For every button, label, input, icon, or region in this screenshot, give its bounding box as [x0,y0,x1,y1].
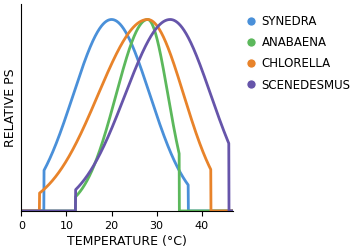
Y-axis label: RELATIVE PS: RELATIVE PS [4,68,17,147]
CHLORELLA [117,48,121,51]
ANABAENA [225,209,229,212]
ANABAENA [145,18,150,21]
SCENEDESMUS [231,209,235,212]
Line: ANABAENA: ANABAENA [21,19,233,211]
SYNEDRA [19,209,23,212]
SYNEDRA [109,18,114,21]
SCENEDESMUS [225,138,229,141]
CHLORELLA [30,209,34,212]
SCENEDESMUS [168,18,172,21]
SYNEDRA [117,21,121,24]
SCENEDESMUS [30,209,34,212]
SYNEDRA [225,209,229,212]
ANABAENA [186,209,190,212]
Line: SYNEDRA: SYNEDRA [21,19,233,211]
ANABAENA [225,209,229,212]
Line: SCENEDESMUS: SCENEDESMUS [21,19,233,211]
ANABAENA [231,209,235,212]
X-axis label: TEMPERATURE (°C): TEMPERATURE (°C) [67,235,187,248]
CHLORELLA [186,108,190,111]
ANABAENA [19,209,23,212]
CHLORELLA [122,38,127,41]
SCENEDESMUS [117,109,121,112]
CHLORELLA [225,209,229,212]
SCENEDESMUS [225,138,229,141]
ANABAENA [117,83,121,86]
SCENEDESMUS [186,36,190,39]
SYNEDRA [186,209,190,212]
CHLORELLA [225,209,229,212]
Legend: SYNEDRA, ANABAENA, CHLORELLA, SCENEDESMUS: SYNEDRA, ANABAENA, CHLORELLA, SCENEDESMU… [241,10,355,96]
ANABAENA [30,209,34,212]
SYNEDRA [225,209,229,212]
Line: CHLORELLA: CHLORELLA [21,19,233,211]
CHLORELLA [145,18,150,21]
SCENEDESMUS [19,209,23,212]
CHLORELLA [19,209,23,212]
SCENEDESMUS [122,95,127,98]
SYNEDRA [30,209,34,212]
ANABAENA [122,63,127,66]
SYNEDRA [122,29,127,32]
CHLORELLA [231,209,235,212]
SYNEDRA [231,209,235,212]
